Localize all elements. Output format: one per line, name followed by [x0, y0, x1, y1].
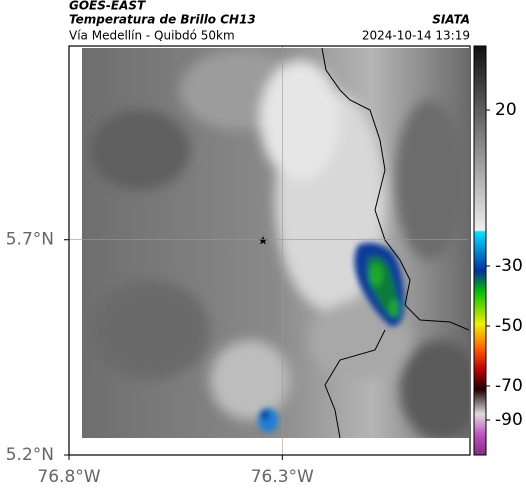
- subtitle: Temperatura de Brillo CH13: [69, 13, 256, 27]
- colorbar-label: -70: [495, 376, 523, 396]
- y-tick-label: 5.2°N: [6, 445, 54, 465]
- satellite-image: ★: [82, 48, 469, 438]
- source: SIATA: [432, 13, 470, 27]
- y-tick-label: 5.7°N: [6, 230, 54, 250]
- colorbar: [473, 45, 487, 456]
- colorbar-label: -30: [495, 256, 523, 276]
- x-tick-label: 76.3°W: [251, 467, 314, 487]
- frame: [68, 45, 471, 456]
- axes: 76.8°W 76.3°W 5.7°N 5.2°N 20 -30 -50 -70 -90: [6, 46, 523, 487]
- datetime: 2024-10-14 13:19: [362, 29, 470, 43]
- colorbar-label: -90: [495, 410, 523, 430]
- marker-star: ★: [258, 234, 269, 248]
- location: Vía Medellín - Quibdó 50km: [69, 29, 235, 43]
- x-tick-label: 76.8°W: [37, 467, 100, 487]
- title: GOES-EAST: [69, 0, 146, 13]
- header: GOES-EAST Temperatura de Brillo CH13 SIA…: [69, 0, 470, 43]
- colorbar-label: -50: [495, 316, 523, 336]
- colorbar-label: 20: [495, 100, 517, 120]
- boundary: [321, 48, 469, 438]
